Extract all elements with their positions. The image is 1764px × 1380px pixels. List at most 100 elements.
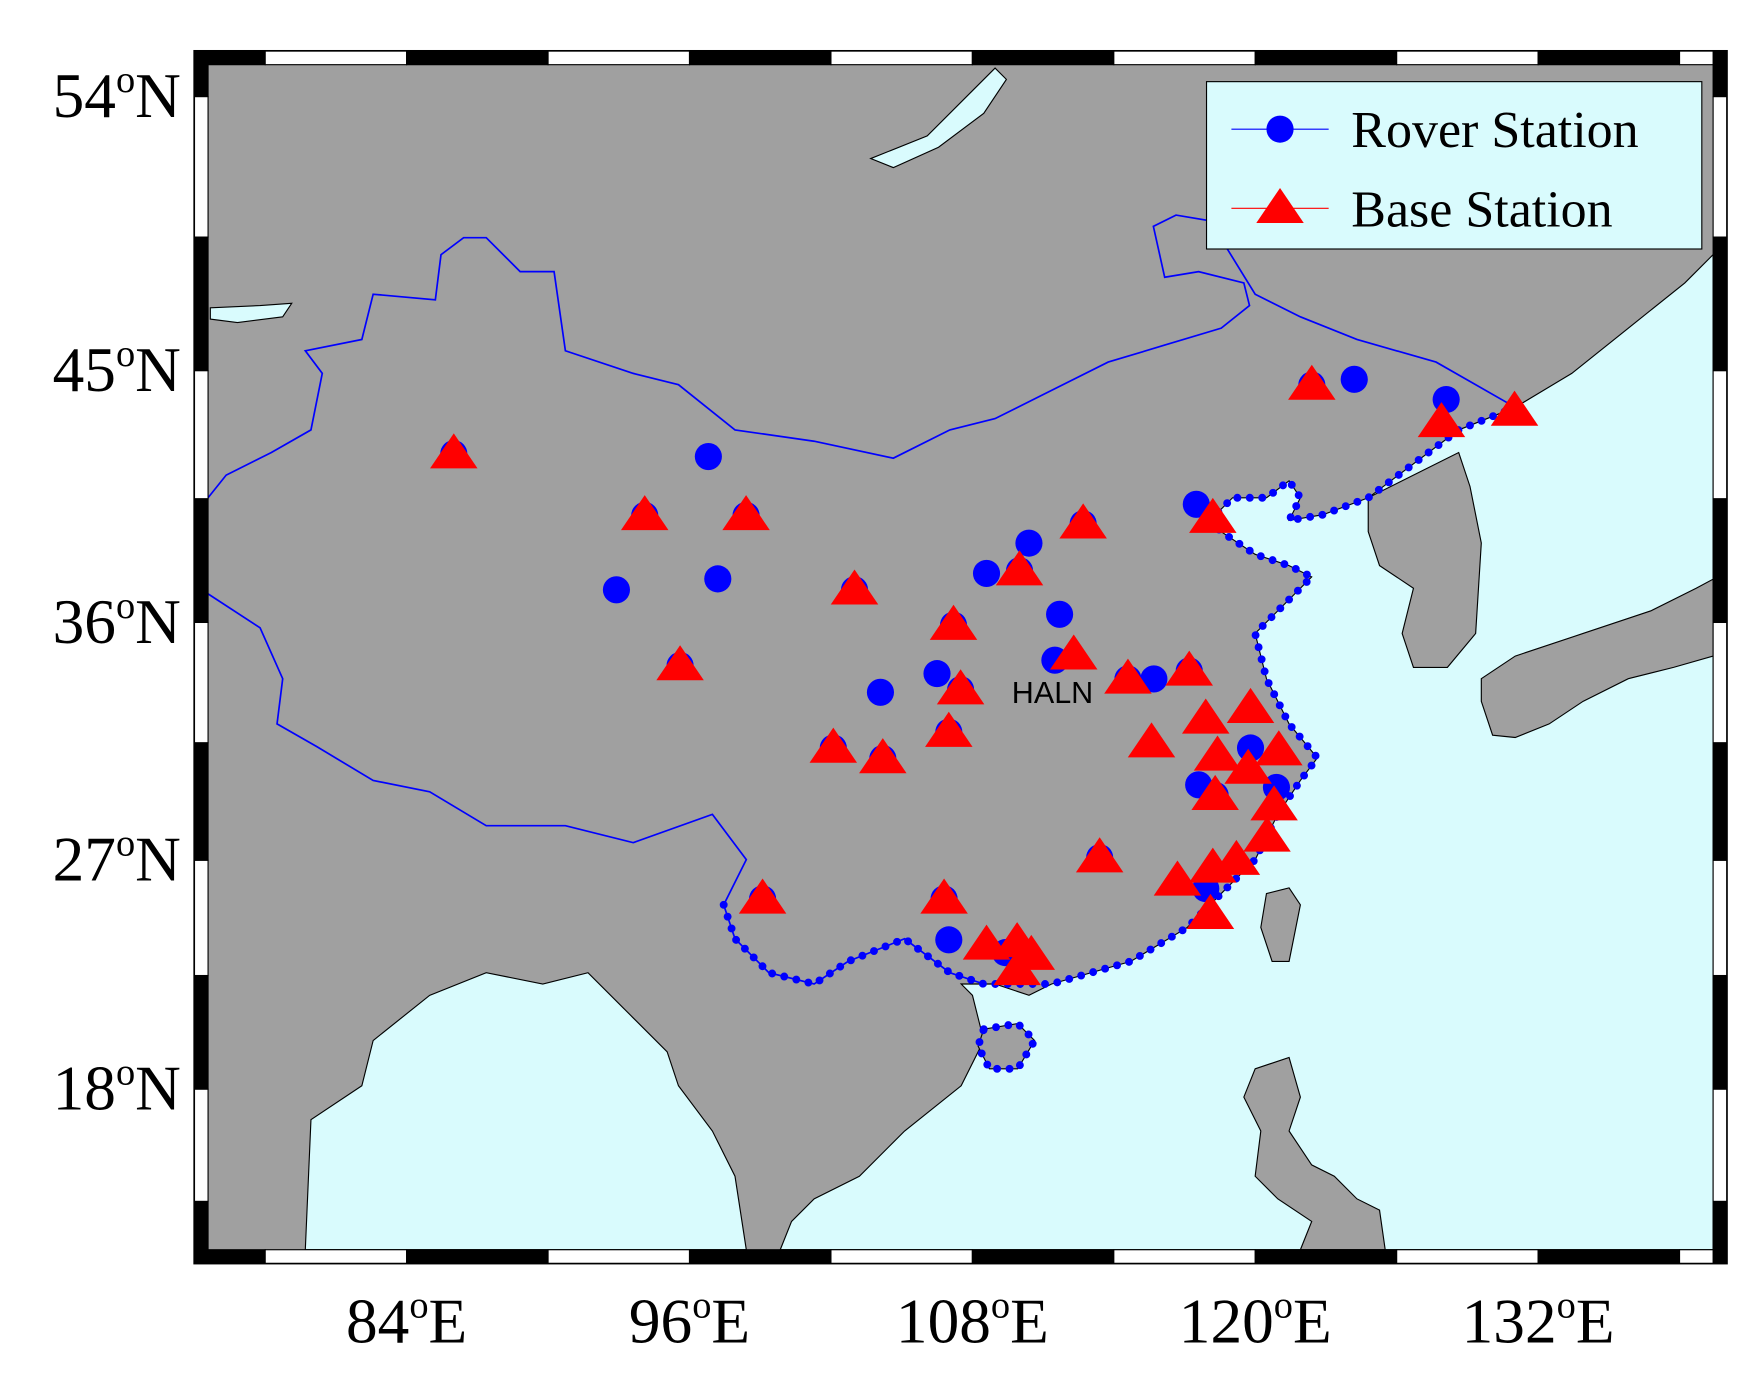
base-station [1417, 402, 1466, 438]
frame-segment [1113, 1249, 1256, 1264]
base-station [859, 738, 907, 774]
philippines [1243, 1056, 1386, 1251]
base-station [1059, 503, 1107, 539]
frame-segment [264, 50, 408, 66]
x-tick-label: 96oE [629, 1285, 750, 1357]
frame-segment [193, 621, 209, 744]
base-station [1193, 735, 1242, 771]
base-station [656, 645, 704, 681]
base-station [1288, 364, 1336, 400]
rover-station [694, 442, 722, 471]
base-station [1490, 390, 1539, 426]
rover-station [1182, 490, 1210, 518]
frame-segment [193, 859, 209, 977]
rover-station [1432, 385, 1460, 414]
frame-segment [1254, 50, 1398, 66]
base-station [1189, 847, 1237, 883]
frame-segment [193, 742, 209, 861]
frame-segment [193, 236, 209, 372]
frame-segment [971, 1249, 1115, 1264]
korea [1367, 451, 1482, 668]
frame-segment [193, 498, 209, 624]
base-station [995, 550, 1044, 586]
base-station [1153, 860, 1202, 896]
frame-segment [1113, 50, 1256, 66]
base-station [920, 878, 968, 914]
coastal-stations [719, 403, 1520, 1073]
frame-segment [193, 1200, 209, 1264]
base-station [1224, 748, 1272, 784]
frame-segment [1712, 95, 1728, 238]
japan [1480, 578, 1714, 739]
frame-segment [547, 1249, 691, 1264]
base-station [620, 495, 669, 531]
frame-segment [1537, 50, 1681, 66]
base-station [722, 495, 770, 531]
legend-marker [1256, 187, 1304, 223]
frame-segment [264, 1249, 408, 1264]
base-station [1165, 650, 1213, 686]
frame-segment [1712, 370, 1728, 500]
base-station [993, 950, 1041, 986]
y-tick-label: 36oN [53, 585, 181, 657]
frame-segment [193, 50, 209, 98]
frame-segment [193, 974, 209, 1090]
frame-segment [688, 50, 832, 66]
base-station [1104, 658, 1152, 694]
base-station [1250, 785, 1298, 821]
frame-segment [1712, 498, 1728, 624]
x-tick-label: 120oE [1179, 1285, 1332, 1357]
y-tick-label: 54oN [53, 59, 181, 131]
frame-segment [1396, 1249, 1539, 1264]
frame-segment [406, 50, 549, 66]
legend-label: Rover Station [1351, 102, 1638, 159]
legend-marker [1266, 115, 1294, 143]
rover-station [1046, 600, 1074, 628]
base-station [929, 604, 978, 640]
x-tick-label: 84oE [346, 1285, 467, 1357]
frame-segment [1254, 1249, 1398, 1264]
basemap [194, 51, 1727, 1264]
frame-segment [1712, 742, 1728, 861]
base-station [430, 433, 478, 469]
rover-station [923, 660, 951, 688]
frame-segment [1712, 974, 1728, 1090]
frame-segment [406, 1249, 549, 1264]
frame-segment [1712, 859, 1728, 977]
rover-station [1340, 365, 1368, 393]
rover-station [602, 576, 631, 604]
frame-segment [1712, 621, 1728, 744]
legend: Rover Station Base Station [1205, 81, 1703, 250]
y-tick-label: 18oN [53, 1052, 181, 1124]
base-station [809, 727, 858, 763]
stations [430, 364, 1539, 986]
border [207, 214, 1516, 499]
lake [209, 302, 293, 324]
frame-segment [193, 1088, 209, 1202]
base-station [1189, 497, 1237, 533]
y-tick-label: 27oN [53, 823, 181, 895]
frame-segment [1396, 50, 1539, 66]
frame-segment [971, 50, 1115, 66]
frame-segment [193, 95, 209, 238]
legend-label: Base Station [1351, 181, 1612, 238]
base-station [1127, 722, 1176, 758]
x-tick-label: 132oE [1462, 1285, 1615, 1357]
base-station [1049, 634, 1098, 670]
frame-segment [1712, 236, 1728, 372]
frame-segment [1537, 1249, 1681, 1264]
base-station [1243, 816, 1291, 852]
taiwan [1260, 887, 1301, 962]
base-station [1186, 893, 1235, 929]
frame-segment [1712, 1200, 1728, 1264]
base-station [830, 569, 879, 605]
rover-station [1015, 529, 1043, 557]
frame-segment [193, 370, 209, 500]
annotation: HALN [1012, 676, 1093, 710]
y-tick-label: 45oN [53, 333, 181, 405]
lake [869, 67, 1008, 169]
frame-segment [547, 50, 691, 66]
base-station [925, 711, 973, 747]
frame-segment [830, 1249, 973, 1264]
